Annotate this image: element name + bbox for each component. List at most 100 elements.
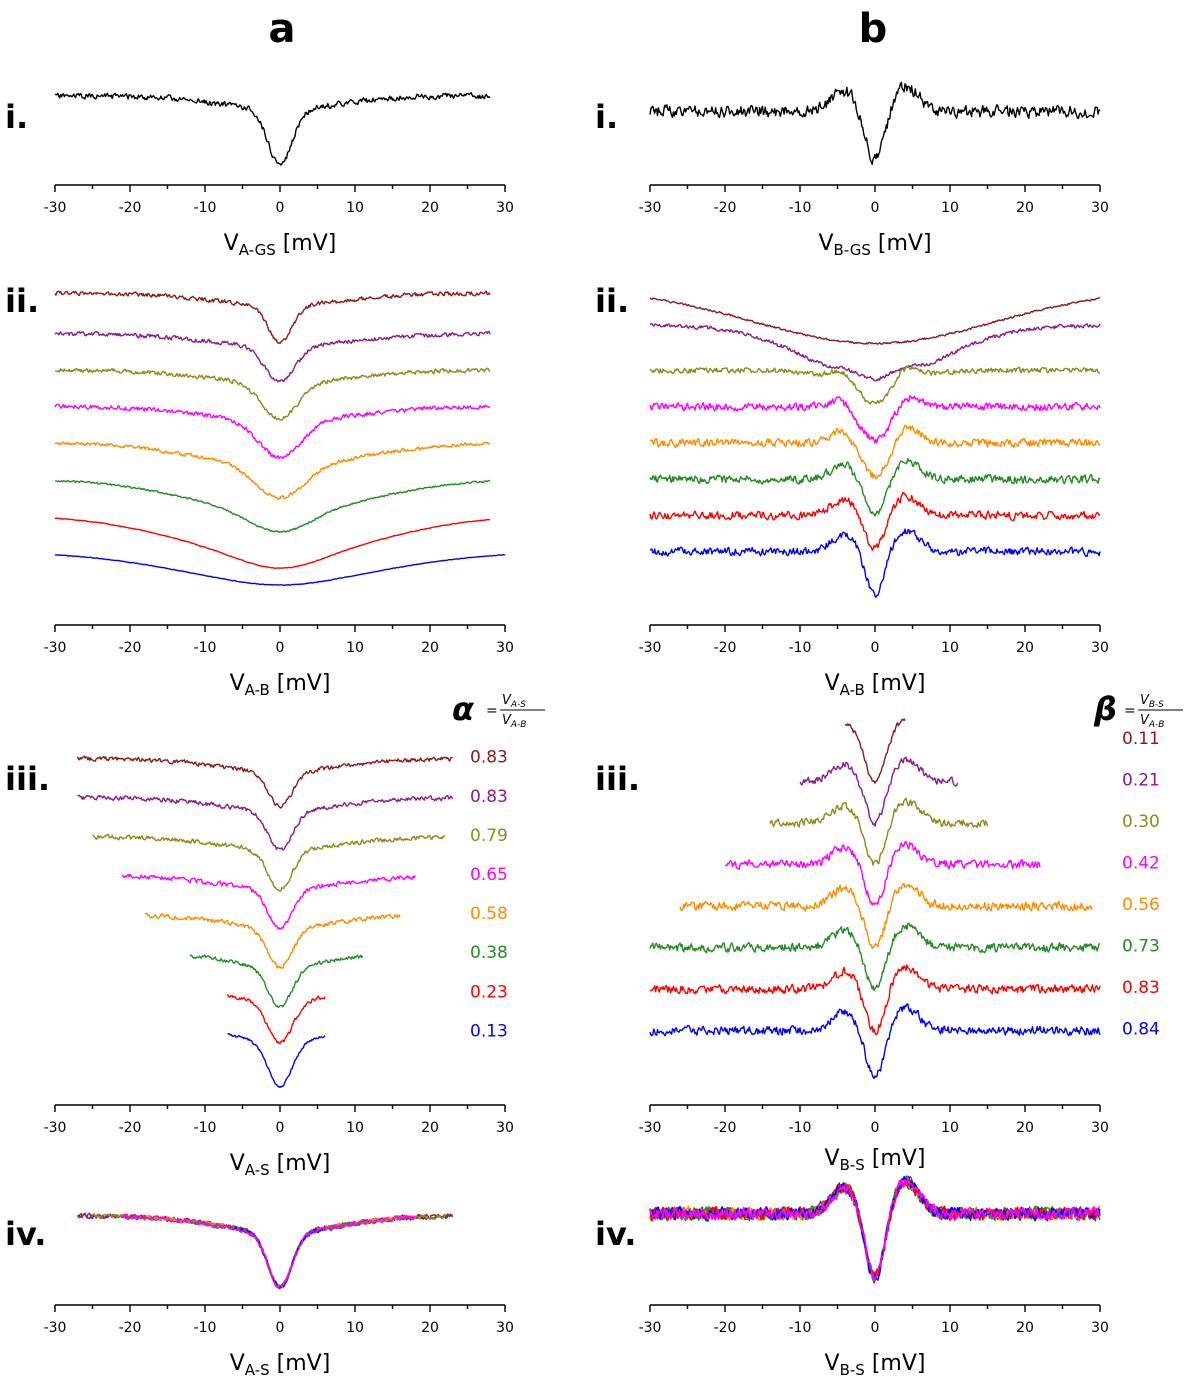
x-axis-title-a-iv: VA-S [mV] bbox=[230, 1351, 331, 1379]
series-line-purple bbox=[77, 794, 454, 851]
column-label-b: b bbox=[859, 6, 888, 52]
x-tick-label: 30 bbox=[496, 1320, 514, 1336]
series-line-green bbox=[54, 479, 491, 533]
x-tick-label: -20 bbox=[119, 640, 142, 656]
x-tick-label: -20 bbox=[119, 1120, 142, 1136]
panel-b-iv: iv. -30 -20 -10 0 10 20 30 VB-S [mV] bbox=[595, 1175, 1109, 1379]
series-line-orange bbox=[649, 424, 1101, 480]
x-tick-label: -30 bbox=[639, 1120, 662, 1136]
series-value-label: 0.30 bbox=[1122, 812, 1160, 832]
x-tick-label: 0 bbox=[871, 1120, 880, 1136]
panel-b-i: i. -30 -20 -10 0 10 20 30 VB-GS [mV] bbox=[595, 81, 1109, 259]
series-line-purple bbox=[54, 330, 491, 383]
x-tick-label: 20 bbox=[1016, 200, 1034, 216]
panel-b-ii: ii. -30 -20 -10 0 10 20 30 VA-B [mV] bbox=[595, 282, 1109, 699]
x-axis-title-b-i: VB-GS [mV] bbox=[818, 231, 931, 259]
series-line-darkred bbox=[844, 718, 906, 784]
series-value-label: 0.83 bbox=[470, 748, 508, 768]
x-axis-title-b-ii: VA-B [mV] bbox=[825, 671, 926, 699]
series-value-label: 0.56 bbox=[1122, 895, 1160, 915]
column-label-a: a bbox=[269, 6, 296, 52]
x-tick-label: -30 bbox=[639, 200, 662, 216]
x-tick-label: 20 bbox=[421, 1320, 439, 1336]
series-line-green bbox=[189, 1219, 363, 1290]
series-line-olive bbox=[649, 1176, 1101, 1281]
series-value-label: 0.21 bbox=[1122, 770, 1160, 790]
x-tick-label: 30 bbox=[1091, 640, 1109, 656]
panel-label-a-ii: ii. bbox=[5, 282, 39, 320]
panel-b-iii: iii. -30 -20 -10 0 10 20 30 VB-S [mV] 0.11 0.21 0.3… bbox=[595, 718, 1160, 1174]
beta-ratio-label: β = VB-S VA-B bbox=[1093, 690, 1183, 730]
series-line-orange bbox=[54, 441, 491, 501]
x-tick-label: 10 bbox=[346, 1320, 364, 1336]
series-line-magenta bbox=[725, 841, 1041, 906]
x-axis-title-a-i: VA-GS [mV] bbox=[224, 231, 337, 259]
x-tick-label: 10 bbox=[941, 1120, 959, 1136]
x-tick-label: 10 bbox=[941, 640, 959, 656]
series-line-black bbox=[54, 92, 491, 166]
panel-a-iii: iii. -30 -20 -10 0 10 20 30 VA-S [mV] 0.83 0.83 0.7… bbox=[5, 748, 514, 1179]
series-value-label: 0.13 bbox=[470, 1021, 508, 1041]
x-tick-label: -10 bbox=[789, 640, 812, 656]
panel-label-a-iii: iii. bbox=[5, 760, 50, 798]
alpha-equals: = bbox=[486, 703, 498, 719]
x-tick-label: 30 bbox=[1091, 1120, 1109, 1136]
series-line-purple bbox=[649, 323, 1101, 382]
x-tick-label: -30 bbox=[639, 1320, 662, 1336]
x-tick-label: -20 bbox=[119, 1320, 142, 1336]
series-line-olive bbox=[92, 833, 446, 892]
series-value-label: 0.65 bbox=[470, 865, 508, 885]
series-line-blue bbox=[649, 1175, 1101, 1281]
series-line-green bbox=[649, 922, 1101, 992]
series-line-red bbox=[649, 1179, 1101, 1279]
x-tick-label: -10 bbox=[789, 200, 812, 216]
x-tick-label: 20 bbox=[1016, 640, 1034, 656]
series-line-magenta bbox=[121, 873, 416, 930]
x-tick-label: -20 bbox=[714, 200, 737, 216]
beta-denominator: VA-B bbox=[1140, 713, 1165, 730]
panel-label-b-i: i. bbox=[595, 98, 618, 136]
series-value-label: 0.73 bbox=[1122, 937, 1160, 957]
x-tick-label: 0 bbox=[276, 1120, 285, 1136]
x-tick-label: -30 bbox=[44, 1120, 67, 1136]
series-line-magenta bbox=[54, 403, 491, 460]
x-tick-label: 20 bbox=[1016, 1320, 1034, 1336]
x-tick-label: 20 bbox=[421, 640, 439, 656]
x-tick-label: 30 bbox=[496, 1120, 514, 1136]
x-tick-label: -10 bbox=[789, 1120, 812, 1136]
panel-label-b-ii: ii. bbox=[595, 282, 629, 320]
series-line-red bbox=[226, 993, 326, 1045]
x-tick-label: 30 bbox=[1091, 200, 1109, 216]
x-tick-label: 0 bbox=[276, 1320, 285, 1336]
x-tick-label: 10 bbox=[346, 200, 364, 216]
beta-symbol: β bbox=[1093, 690, 1117, 728]
panel-label-b-iii: iii. bbox=[595, 760, 640, 798]
series-value-label: 0.42 bbox=[1122, 854, 1160, 874]
series-line-magenta bbox=[649, 1176, 1101, 1282]
series-value-label: 0.84 bbox=[1122, 1020, 1160, 1040]
x-tick-label: -10 bbox=[194, 1320, 217, 1336]
series-line-orange bbox=[144, 912, 401, 970]
series-line-purple bbox=[76, 1212, 454, 1290]
series-line-blue bbox=[649, 528, 1101, 598]
panel-label-a-i: i. bbox=[5, 98, 28, 136]
x-tick-label: 30 bbox=[496, 640, 514, 656]
panels: i. -30 -20 -10 0 10 20 30 VA-GS [mV] ii. -30 -20 -10… bbox=[5, 81, 1160, 1379]
x-tick-label: -10 bbox=[194, 640, 217, 656]
x-tick-label: 10 bbox=[941, 200, 959, 216]
x-tick-label: -10 bbox=[194, 200, 217, 216]
x-axis-title-b-iv: VB-S [mV] bbox=[825, 1351, 926, 1379]
alpha-symbol: α bbox=[452, 690, 475, 728]
alpha-numerator: VA-S bbox=[502, 693, 526, 710]
series-line-purple bbox=[799, 756, 959, 827]
x-axis-title-b-iii: VB-S [mV] bbox=[825, 1146, 926, 1174]
series-line-red bbox=[54, 517, 491, 570]
x-axis-title-a-ii: VA-B [mV] bbox=[230, 671, 331, 699]
x-tick-label: 0 bbox=[276, 640, 285, 656]
series-line-darkred bbox=[77, 1213, 454, 1289]
series-value-label: 0.38 bbox=[470, 943, 508, 963]
panel-a-iv: iv. -30 -20 -10 0 10 20 30 VA-S [mV] bbox=[5, 1212, 514, 1379]
series-line-darkred bbox=[649, 1178, 1101, 1284]
series-value-label: 0.11 bbox=[1122, 729, 1160, 749]
series-line-magenta bbox=[122, 1213, 416, 1289]
